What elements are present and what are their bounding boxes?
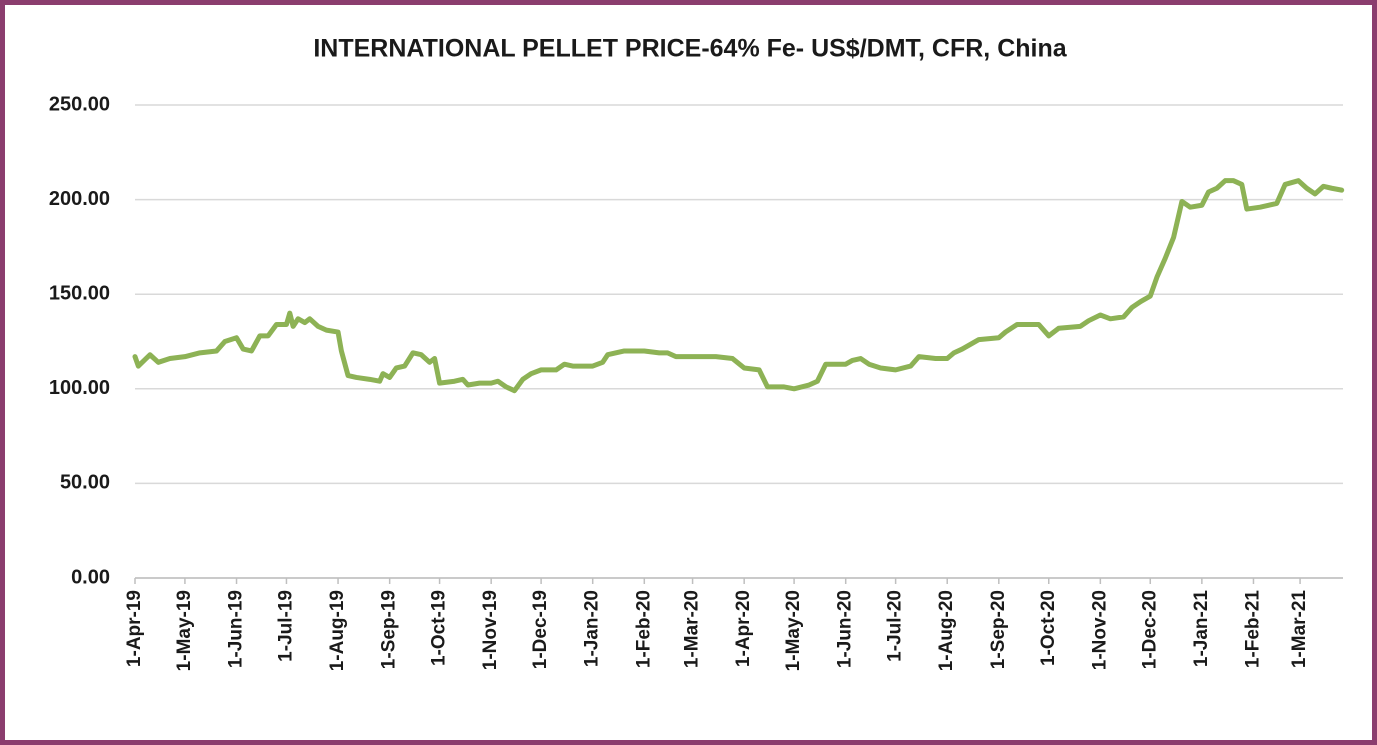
x-tick-label: 1-Jul-20 [885,590,906,662]
x-tick-label: 1-Sep-20 [988,590,1009,669]
x-tick-label: 1-Oct-20 [1038,590,1059,666]
x-tick-label: 1-Jun-19 [226,590,247,668]
x-tick-label: 1-Jan-20 [582,590,603,667]
x-tick-label: 1-Apr-20 [733,590,754,667]
x-tick-label: 1-Mar-21 [1289,590,1310,669]
x-tick-label: 1-Sep-19 [379,590,400,669]
x-tick-label: 1-Nov-19 [480,590,501,670]
x-tick-label: 1-Mar-20 [682,590,703,668]
chart-title: INTERNATIONAL PELLET PRICE-64% Fe- US$/D… [313,35,1067,63]
x-tick-label: 1-Dec-20 [1139,590,1160,669]
x-tick-label: 1-Aug-20 [936,590,957,671]
x-tick-label: 1-Oct-19 [429,590,450,666]
y-tick-label: 150.00 [49,282,110,304]
x-tick-label: 1-Apr-19 [124,590,145,667]
x-tick-label: 1-Feb-21 [1242,590,1263,669]
x-tick-label: 1-May-20 [783,590,804,671]
x-tick-label: 1-Feb-20 [633,590,654,668]
y-tick-label: 200.00 [49,188,110,210]
x-tick-label: 1-Jun-20 [835,590,856,668]
y-tick-label: 50.00 [60,472,110,494]
y-tick-label: 250.00 [49,93,110,115]
x-tick-label: 1-Jul-19 [275,590,296,662]
y-tick-label: 100.00 [49,377,110,399]
x-tick-label: 1-Jan-21 [1191,590,1212,668]
x-tick-label: 1-May-19 [174,590,195,671]
x-tick-label: 1-Dec-19 [530,590,551,669]
x-tick-label: 1-Aug-19 [327,590,348,671]
y-tick-label: 0.00 [71,566,110,588]
price-line [132,178,1345,394]
x-tick-label: 1-Nov-20 [1089,590,1110,670]
